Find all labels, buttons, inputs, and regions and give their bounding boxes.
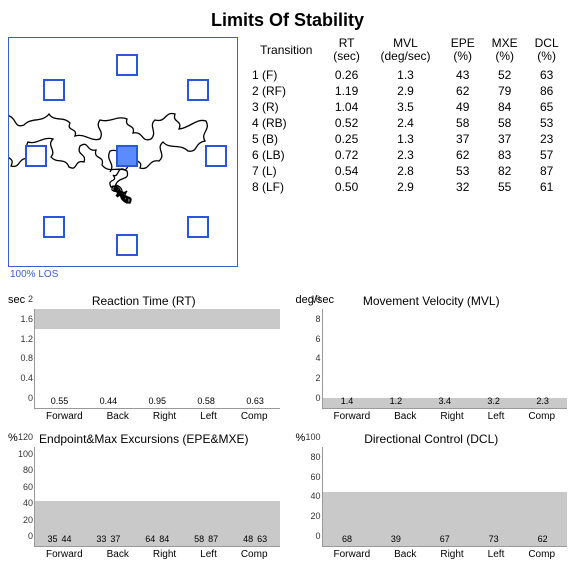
ytick: 6 [297,334,321,344]
ytick: 8 [297,314,321,324]
xlabel: Right [440,411,463,422]
ytick: 120 [9,432,33,442]
xlabel: Back [394,411,416,422]
col-header: DCL(%) [526,37,567,67]
bar-value: 0.95 [149,396,167,406]
target-box-r [205,145,227,167]
table-row: 5 (B)0.251.3373723 [248,131,567,147]
bar-value: 0.63 [246,396,264,406]
ytick: 0.8 [9,353,33,363]
target-box-center [116,145,138,167]
xlabel: Comp [241,549,268,560]
target-box-l [25,145,47,167]
xlabel: Forward [46,411,83,422]
ytick: 0 [297,531,321,541]
xlabel: Right [440,549,463,560]
table-row: 3 (R)1.043.5498465 [248,99,567,115]
target-box-rf [187,79,209,101]
bar-value: 1.2 [390,396,403,406]
xlabel: Right [153,411,176,422]
table-row: 2 (RF)1.192.9627986 [248,83,567,99]
ytick: 40 [9,498,33,508]
chart: %Directional Control (DCL)02040608010068… [296,432,568,560]
table-row: 6 (LB)0.722.3628357 [248,147,567,163]
ytick: 100 [297,432,321,442]
ytick: 4 [297,353,321,363]
ytick: 1.2 [9,334,33,344]
target-box-rb [187,216,209,238]
ytick: 20 [9,515,33,525]
xlabel: Back [107,549,129,560]
ytick: 20 [297,511,321,521]
chart-title: Directional Control (DCL) [296,432,568,446]
xlabel: Right [153,549,176,560]
xlabel: Comp [528,549,555,560]
col-header: RT(sec) [325,37,369,67]
chart-title: Endpoint&Max Excursions (EPE&MXE) [8,432,280,446]
xlabel: Left [200,549,217,560]
xlabel: Left [488,549,505,560]
ytick: 2 [297,373,321,383]
xlabel: Left [488,411,505,422]
bar-value: 0.44 [100,396,118,406]
chart-plot: 00.40.81.21.620.550.440.950.580.63 [34,309,280,409]
ytick: 0 [297,393,321,403]
chart-plot: 0204060801006839677362 [322,447,568,547]
xlabel: Forward [333,549,370,560]
chart-plot: 02468101.41.23.43.22.3 [322,309,568,409]
ytick: 40 [297,491,321,501]
page-title: Limits Of Stability [8,10,567,31]
bar-value: 3.2 [487,396,500,406]
chart: secReaction Time (RT)00.40.81.21.620.550… [8,294,280,422]
ytick: 2 [9,294,33,304]
chart-title: Reaction Time (RT) [8,294,280,308]
ytick: 80 [9,465,33,475]
table-row: 4 (RB)0.522.4585853 [248,115,567,131]
target-box-lf [43,79,65,101]
ytick: 60 [9,482,33,492]
col-header: MXE(%) [483,37,526,67]
chart-plot: 02040608010012035443337648458874863 [34,447,280,547]
xlabel: Forward [333,411,370,422]
ytick: 100 [9,449,33,459]
col-header: MVL(deg/sec) [369,37,443,67]
target-box-b [116,234,138,256]
ytick: 1.6 [9,314,33,324]
data-table: TransitionRT(sec)MVL(deg/sec)EPE(%)MXE(%… [248,37,567,195]
bar-value: 1.4 [341,396,354,406]
los-plot [8,37,238,267]
bar-value: 0.55 [51,396,69,406]
bar-value: 3.4 [439,396,452,406]
xlabel: Comp [241,411,268,422]
table-row: 7 (L)0.542.8538287 [248,163,567,179]
ytick: 10 [297,294,321,304]
col-header: EPE(%) [442,37,483,67]
xlabel: Back [107,411,129,422]
target-box-lb [43,216,65,238]
chart-title: Movement Velocity (MVL) [296,294,568,308]
chart: %Endpoint&Max Excursions (EPE&MXE)020406… [8,432,280,560]
ytick: 80 [297,452,321,462]
xlabel: Left [200,411,217,422]
table-row: 8 (LF)0.502.9325561 [248,179,567,195]
bar-value: 2.3 [536,396,549,406]
xlabel: Back [394,549,416,560]
ytick: 60 [297,472,321,482]
ytick: 0.4 [9,373,33,383]
ytick: 0 [9,531,33,541]
ytick: 0 [9,393,33,403]
los-footer-label: 100% LOS [10,269,238,280]
xlabel: Forward [46,549,83,560]
col-header: Transition [248,37,325,67]
xlabel: Comp [528,411,555,422]
bar-value: 0.58 [197,396,215,406]
chart: deg/secMovement Velocity (MVL)02468101.4… [296,294,568,422]
table-row: 1 (F)0.261.3435263 [248,67,567,83]
target-box-f [116,54,138,76]
